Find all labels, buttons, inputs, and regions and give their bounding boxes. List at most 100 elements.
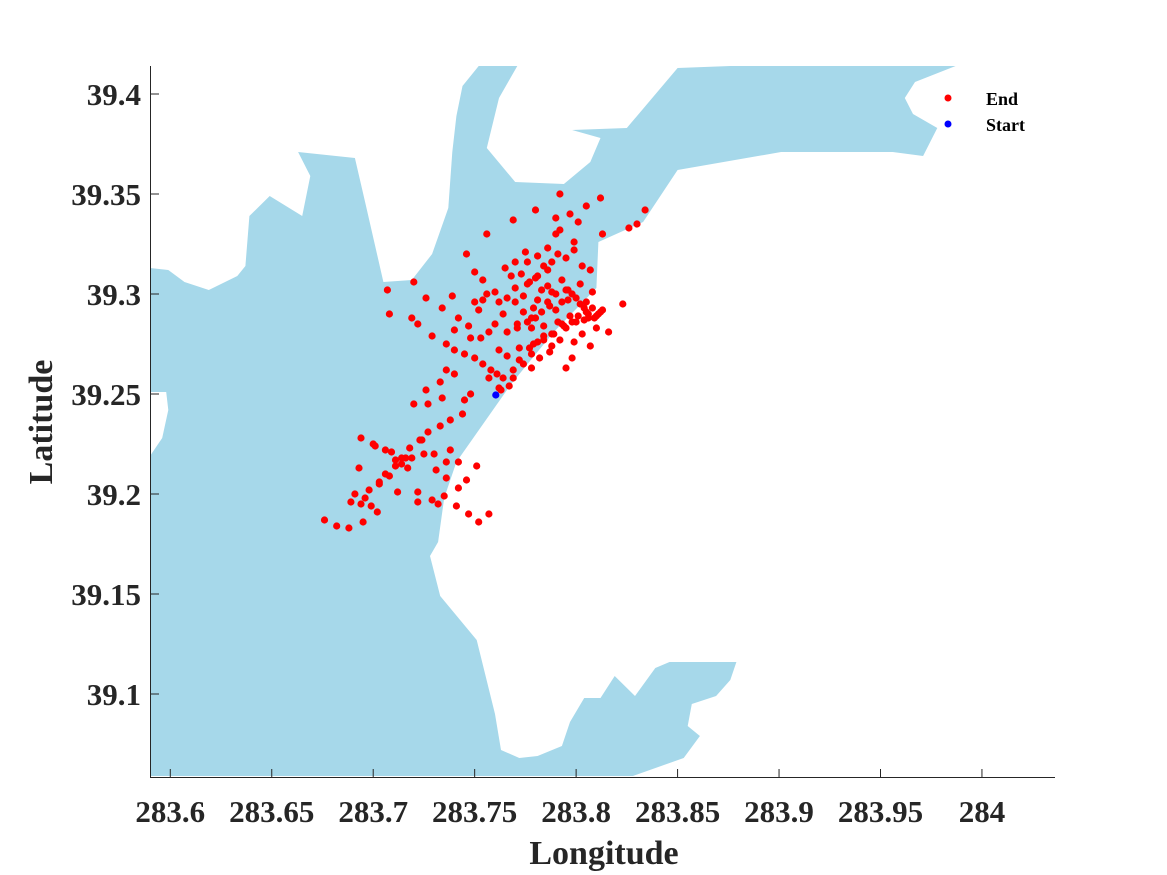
end-point [501,264,509,272]
end-point [582,308,590,316]
end-point [509,366,517,374]
end-point [454,484,462,492]
scatter-points [320,190,649,532]
end-point [373,508,381,516]
end-point [460,350,469,358]
end-point [503,328,511,336]
end-point [529,304,538,312]
end-point [347,498,355,506]
end-point [432,466,440,474]
end-point [548,258,556,266]
x-ticks: 283.6 283.65 283.7 283.75 283.8 283.85 283.9 28… [135,769,1005,829]
end-point [499,374,507,382]
end-point [562,364,570,372]
x-tick-label: 283.7 [338,794,408,829]
end-point [365,486,373,494]
end-point [556,190,564,198]
end-point [371,442,379,450]
end-point [499,310,507,318]
end-point [355,464,363,472]
end-point [578,330,586,338]
end-point [473,462,481,470]
end-point [562,286,570,294]
end-point [440,492,448,500]
end-point [605,328,613,336]
end-point [357,434,365,442]
end-point [487,366,495,374]
end-point [578,262,586,270]
end-point [438,304,446,312]
start-point [492,391,500,399]
y-ticks: 39.1 39.15 39.2 39.25 39.3 39.35 39.4 [71,77,159,712]
end-point [485,328,493,336]
end-point [564,296,572,304]
end-point [544,282,552,290]
end-point [641,206,649,214]
end-point [351,490,359,498]
end-point [479,296,487,304]
end-point [442,474,450,482]
x-tick-label: 283.65 [229,794,314,829]
end-point [586,266,594,274]
end-point [525,344,534,352]
y-tick-label: 39.35 [71,177,141,212]
end-point [381,446,389,454]
end-point [452,502,460,510]
end-point [434,500,442,508]
end-point [513,320,521,328]
x-tick-label: 283.75 [432,794,517,829]
end-point [414,320,422,328]
end-point [320,516,329,524]
end-point [477,334,485,342]
end-point [442,366,450,374]
x-tick-label: 284 [959,794,1006,829]
end-point [446,446,454,454]
end-point [548,342,556,350]
end-point [436,422,444,430]
end-point [410,278,418,286]
end-point [458,410,467,418]
end-point [566,210,574,218]
end-point [357,500,365,508]
end-point [410,400,418,408]
end-point [503,352,511,360]
end-point [495,346,503,354]
end-point [391,462,400,470]
end-point [503,294,511,302]
end-point [586,342,594,350]
end-point [633,220,641,228]
legend-start-label: Start [986,115,1025,135]
end-point [422,294,430,302]
end-point [385,472,393,480]
y-tick-label: 39.3 [87,277,141,312]
end-point [570,338,578,346]
end-point [566,312,574,320]
end-point [422,386,430,394]
end-point [375,480,383,488]
end-point [436,378,444,386]
end-point [385,310,393,318]
end-point [534,338,542,346]
x-axis-label: Longitude [529,835,678,872]
end-point [556,226,564,234]
end-point [625,224,633,232]
end-point [430,450,438,458]
end-point [491,320,499,328]
end-point [448,292,456,300]
end-point [383,286,391,294]
end-point [509,216,517,224]
y-tick-label: 39.15 [71,577,141,612]
end-point [507,272,515,280]
end-point [598,230,607,238]
end-point [511,284,519,292]
end-point [471,298,479,306]
end-point [414,498,422,506]
x-tick-label: 283.85 [635,794,720,829]
end-point [527,314,536,322]
end-point [534,272,542,280]
end-point [475,306,483,314]
end-point [515,356,523,364]
end-point [517,270,525,278]
end-point [552,306,560,314]
end-point [471,268,479,276]
